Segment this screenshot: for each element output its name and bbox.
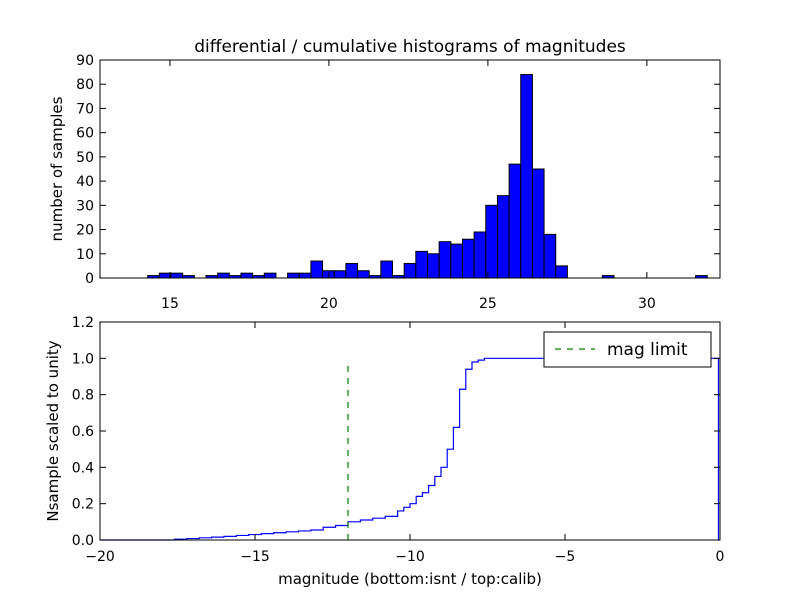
bottom-x-axis-label: magnitude (bottom:isnt / top:calib) <box>278 570 542 588</box>
histogram-bar <box>170 272 184 279</box>
histogram-bar <box>508 163 522 279</box>
histogram-bar <box>403 262 417 279</box>
y-tick-label: 0 <box>85 271 94 287</box>
chart-title: differential / cumulative histograms of … <box>194 37 626 57</box>
histogram-bar <box>322 270 335 279</box>
x-tick-label: −15 <box>240 549 270 565</box>
histogram-bars <box>147 74 708 279</box>
histogram-bar <box>158 272 172 279</box>
cumulative-step-line <box>100 357 720 541</box>
y-tick-label: 70 <box>76 101 94 117</box>
x-tick-label: −5 <box>555 549 576 565</box>
histogram-bar <box>217 272 230 279</box>
legend-label-mag-limit: mag limit <box>607 340 688 360</box>
histogram-bar <box>485 204 498 279</box>
top-histogram-panel: differential / cumulative histograms of … <box>48 37 721 312</box>
y-tick-label: 1.2 <box>72 315 94 331</box>
y-tick-label: 90 <box>76 53 94 69</box>
bottom-plot-frame <box>99 321 721 541</box>
bottom-y-axis-label: Nsample scaled to unity <box>44 340 62 521</box>
histogram-bar <box>287 272 300 279</box>
bottom-cumulative-panel: −20 −15 −10 −5 0 0.0 0.2 0.4 0.6 0.8 1.0 1.2 magnit… <box>44 315 724 588</box>
bottom-axis-ticks: −20 −15 −10 −5 0 0.0 0.2 0.4 0.6 0.8 1.0 1.2 <box>72 315 725 565</box>
x-tick-label: 20 <box>320 296 338 312</box>
y-tick-label: 30 <box>76 198 94 214</box>
top-plot-frame <box>99 59 721 279</box>
x-tick-label: −10 <box>395 549 425 565</box>
x-tick-label: −20 <box>85 549 115 565</box>
y-tick-label: 10 <box>76 247 94 263</box>
top-axis-ticks: 15 20 25 30 0 10 20 30 40 50 60 70 80 90 <box>76 53 720 312</box>
cumulative-lines <box>100 357 720 541</box>
histogram-bar <box>345 262 359 279</box>
histogram-bar <box>263 272 277 279</box>
x-tick-label: 25 <box>479 296 497 312</box>
x-tick-label: 15 <box>161 296 179 312</box>
top-y-axis-label: number of samples <box>48 96 66 241</box>
y-tick-label: 50 <box>76 150 94 166</box>
histogram-bar <box>496 195 510 279</box>
histogram-bar <box>357 270 370 279</box>
histogram-bar <box>380 260 394 279</box>
x-tick-label: 0 <box>716 549 725 565</box>
y-tick-label: 0.2 <box>72 497 94 513</box>
y-tick-label: 0.0 <box>72 533 94 549</box>
histogram-bar <box>298 272 312 279</box>
histogram-bar <box>426 253 440 279</box>
histogram-bar <box>555 265 568 279</box>
histogram-bar <box>520 74 533 279</box>
histogram-bar <box>543 233 557 279</box>
histogram-bar <box>461 238 475 279</box>
x-tick-label: 30 <box>638 296 656 312</box>
y-tick-label: 0.6 <box>72 424 94 440</box>
histogram-bar <box>450 243 463 279</box>
legend: mag limit <box>543 331 712 368</box>
histogram-bar <box>240 272 254 279</box>
y-tick-label: 80 <box>76 77 94 93</box>
y-tick-label: 0.4 <box>72 460 94 476</box>
histogram-bar <box>310 260 324 279</box>
y-tick-label: 60 <box>76 126 94 142</box>
histogram-bar <box>473 231 487 279</box>
y-tick-label: 1.0 <box>72 351 94 367</box>
histogram-bar <box>438 241 452 279</box>
y-tick-label: 20 <box>76 223 94 239</box>
histogram-bar <box>415 250 428 279</box>
histogram-bar <box>531 168 545 279</box>
histogram-bar <box>333 270 347 279</box>
y-tick-label: 0.8 <box>72 388 94 404</box>
y-tick-label: 40 <box>76 174 94 190</box>
